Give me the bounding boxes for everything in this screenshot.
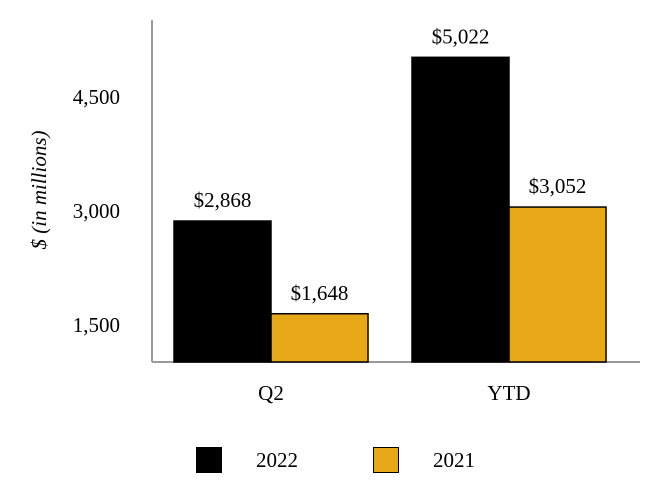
y-tick-label: 1,500 <box>73 313 120 337</box>
legend-label-2022: 2022 <box>256 447 298 472</box>
x-tick-label-ytd: YTD <box>487 381 530 405</box>
data-label-ytd-2022: $5,022 <box>432 24 490 48</box>
bar-ytd-2021 <box>508 206 607 363</box>
legend-swatch-2021 <box>373 447 399 473</box>
chart-bars <box>173 56 607 363</box>
y-tick-label: 3,000 <box>73 199 120 223</box>
y-axis-label: $ (in millions) <box>27 130 51 249</box>
chart-labels: $2,868 $1,648 Q2 $5,022 $3,052 YTD <box>194 24 587 405</box>
legend-item-2021: 2021 <box>373 440 475 480</box>
legend-item-2022: 2022 <box>196 440 298 480</box>
data-label-ytd-2021: $3,052 <box>529 174 587 198</box>
legend-swatch-2022 <box>196 447 222 473</box>
data-label-q2-2021: $1,648 <box>291 281 349 305</box>
y-tick-label: 4,500 <box>73 85 120 109</box>
legend: 2022 2021 <box>0 440 650 480</box>
x-tick-label-q2: Q2 <box>258 381 284 405</box>
data-label-q2-2022: $2,868 <box>194 188 252 212</box>
bar-q2-2021 <box>270 313 369 363</box>
bar-ytd-2022 <box>411 56 510 363</box>
bar-q2-2022 <box>173 220 272 363</box>
legend-label-2021: 2021 <box>433 447 475 472</box>
bar-chart: 1,500 3,000 4,500 $2,868 $1,648 Q2 $5,022 $3,0… <box>27 20 640 405</box>
